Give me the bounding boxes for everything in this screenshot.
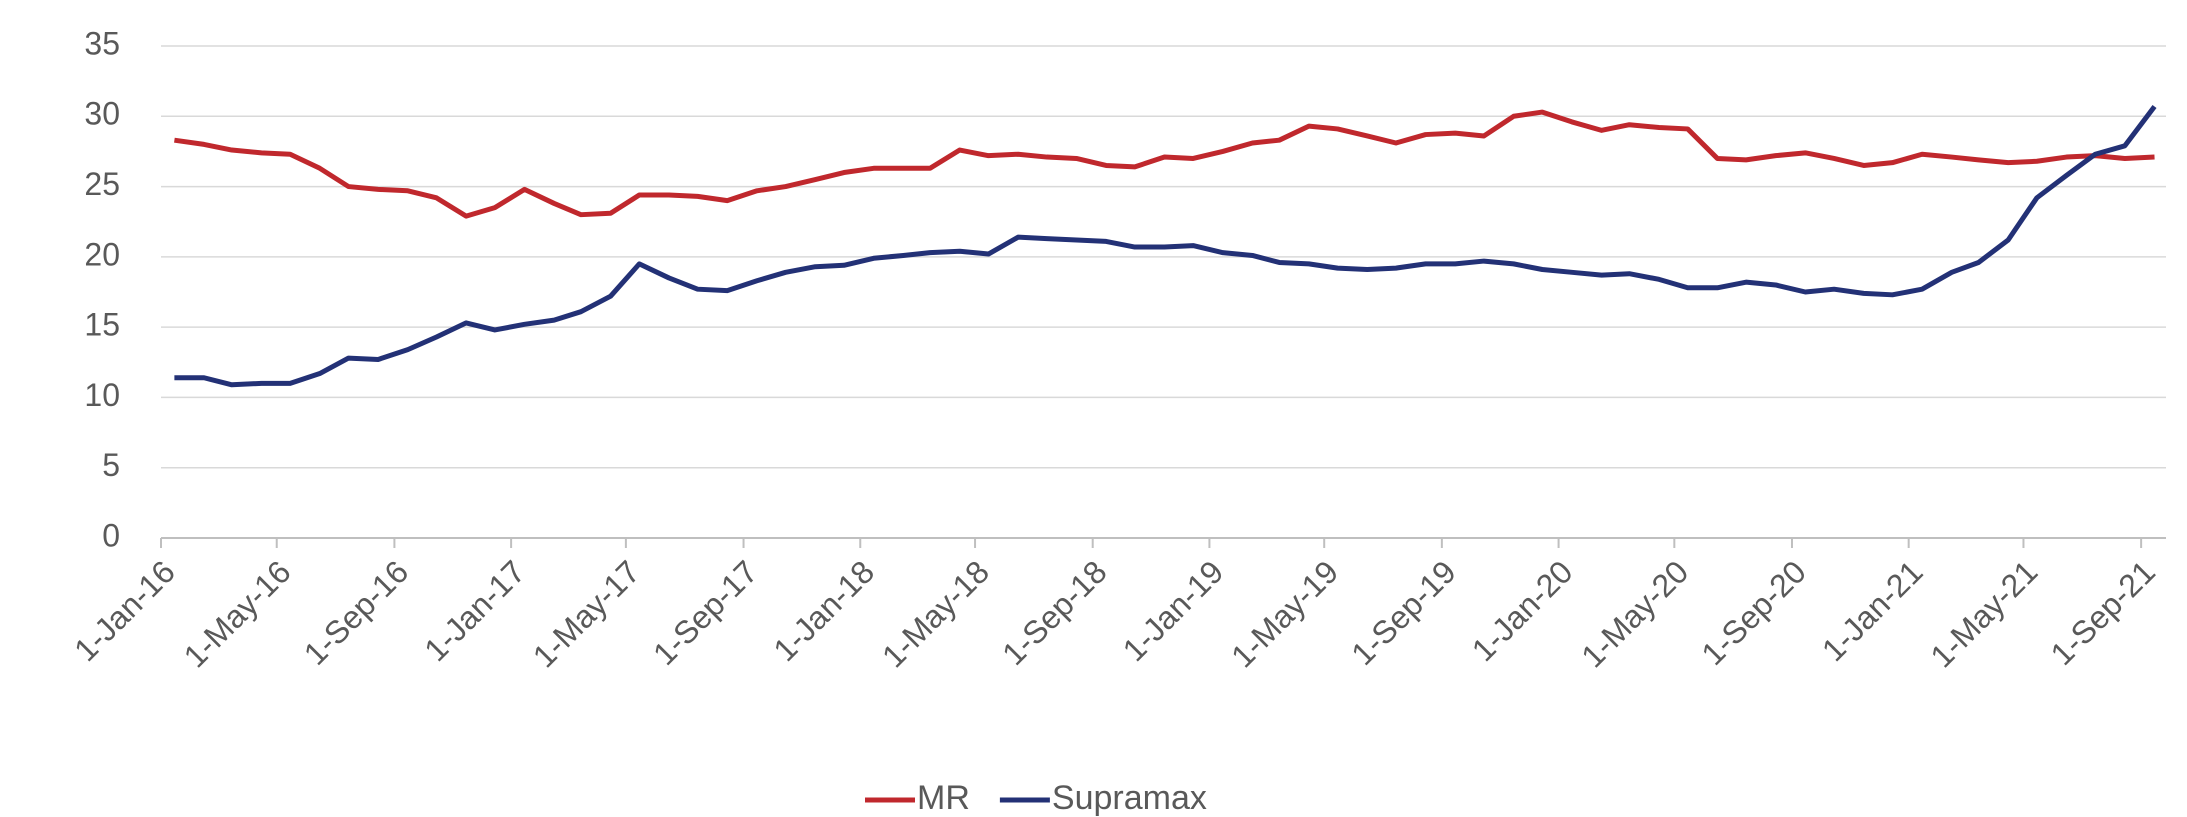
y-tick-label: 30 — [84, 96, 120, 132]
x-tick-label: 1-Jan-17 — [417, 553, 532, 668]
y-tick-label: 25 — [84, 166, 120, 202]
x-tick-label: 1-Jan-16 — [67, 553, 182, 668]
y-tick-label: 5 — [102, 447, 120, 483]
line-series — [174, 109, 2155, 219]
x-tick-label: 1-Jan-19 — [1116, 553, 1231, 668]
x-tick-label: 1-Sep-18 — [995, 553, 1114, 672]
x-tick-label: 1-Jan-20 — [1465, 553, 1580, 668]
x-tick-label: 1-Sep-17 — [646, 553, 765, 672]
x-tick-label: 1-May-21 — [1923, 553, 2044, 674]
legend-label: MR — [917, 779, 970, 817]
y-tick-label: 0 — [102, 517, 120, 553]
x-tick-label: 1-May-17 — [526, 553, 647, 674]
x-tick-label: 1-Sep-19 — [1344, 553, 1463, 672]
y-tick-label: 35 — [84, 25, 120, 61]
x-tick-label: 1-Sep-16 — [297, 553, 416, 672]
y-tick-label: 20 — [84, 236, 120, 272]
x-tick-label: 1-May-19 — [1224, 553, 1345, 674]
line-series — [174, 104, 2157, 388]
y-tick-label: 15 — [84, 307, 120, 343]
legend-label: Supramax — [1052, 779, 1207, 817]
y-tick-label: 10 — [84, 377, 120, 413]
x-tick-label: 1-May-16 — [177, 553, 298, 674]
x-tick-label: 1-Sep-21 — [2044, 553, 2163, 672]
x-tick-label: 1-Sep-20 — [1694, 553, 1813, 672]
x-tick-label: 1-May-20 — [1574, 553, 1695, 674]
x-tick-label: 1-Jan-21 — [1815, 553, 1930, 668]
x-tick-label: 1-May-18 — [875, 553, 996, 674]
x-tick-label: 1-Jan-18 — [766, 553, 881, 668]
